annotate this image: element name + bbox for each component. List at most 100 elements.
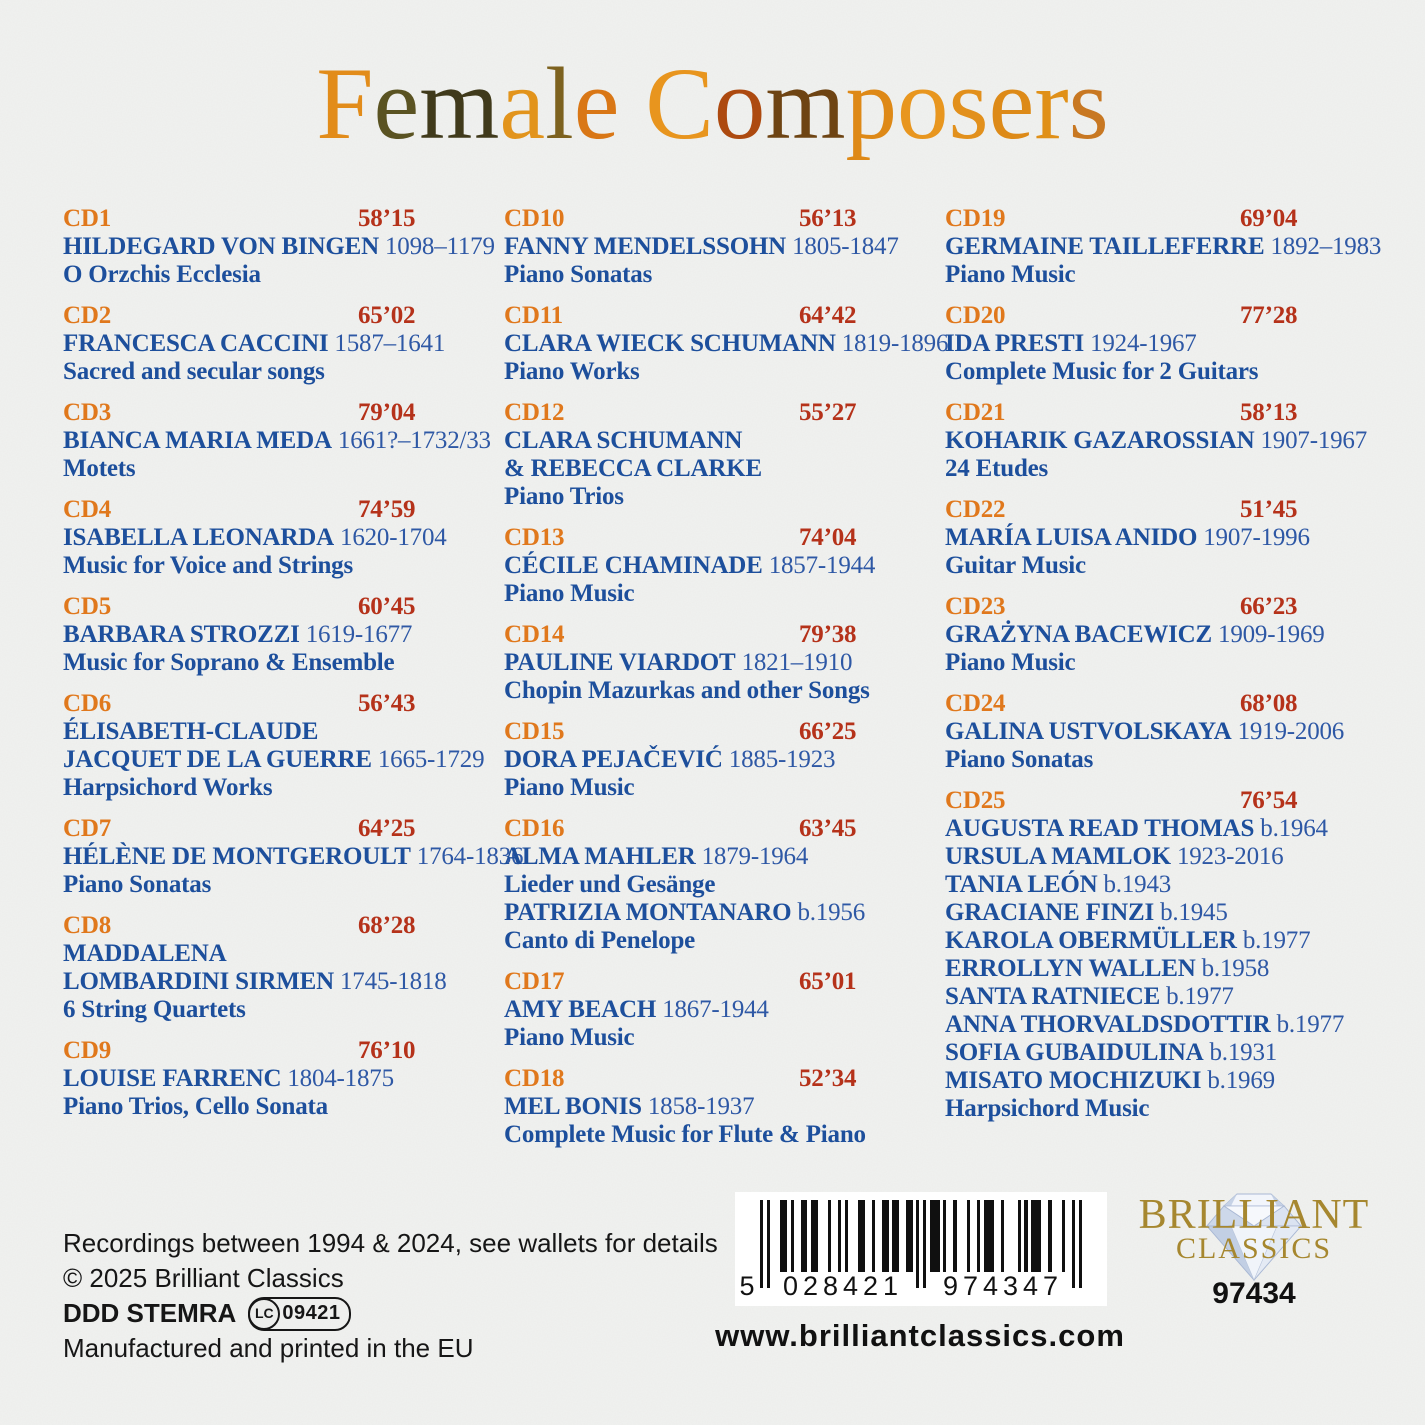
composer-line: URSULA MAMLOK 1923-2016 xyxy=(945,843,1369,871)
composer-dates: 1587–1641 xyxy=(328,330,446,357)
barcode-module xyxy=(800,1200,805,1272)
composer-dates: 1804-1875 xyxy=(281,1065,394,1092)
composer-name: MADDALENA xyxy=(63,940,227,967)
composer-line: AUGUSTA READ THOMAS b.1964 xyxy=(945,815,1369,843)
barcode-module xyxy=(895,1200,900,1272)
composer-name: SOFIA GUBAIDULINA xyxy=(945,1039,1204,1066)
work-title: Piano Music xyxy=(504,1024,635,1051)
composer-name: AMY BEACH xyxy=(504,996,657,1023)
composer-line: FRANCESCA CACCINI 1587–1641 xyxy=(63,330,487,358)
composer-name: HÉLÈNE DE MONTGEROULT xyxy=(63,843,411,870)
cd-number: CD23 xyxy=(945,593,1006,620)
title-letter xyxy=(619,47,645,161)
cd-duration: 60’45 xyxy=(358,593,416,620)
barcode: 5 028421 974347 xyxy=(735,1192,1107,1306)
barcode-module xyxy=(1031,1200,1035,1272)
composer-dates: 1879-1964 xyxy=(695,843,809,870)
composer-line: AMY BEACH 1867-1944 xyxy=(504,996,928,1024)
copyright-note: © 2025 Brilliant Classics xyxy=(63,1263,344,1293)
work-title: Music for Soprano & Ensemble xyxy=(63,649,395,676)
cd-duration: 74’59 xyxy=(358,496,416,523)
composer-name: BARBARA STROZZI xyxy=(63,621,300,648)
work-title: Harpsichord Music xyxy=(945,1095,1150,1122)
work-title: Lieder und Gesänge xyxy=(504,871,716,898)
composer-line: MISATO MOCHIZUKI b.1969 xyxy=(945,1067,1369,1095)
barcode-module xyxy=(1078,1200,1083,1288)
cd-number: CD20 xyxy=(945,302,1006,329)
composer-dates: 1885-1923 xyxy=(722,746,836,773)
cd-entry: CD6 56’43 ÉLISABETH-CLAUDE JACQUET DE LA GU… xyxy=(63,690,487,802)
composer-name: LOMBARDINI SIRMEN xyxy=(63,968,334,995)
label-code-number: 09421 xyxy=(282,1302,341,1324)
cd-entry-header: CD4 74’59 xyxy=(63,496,487,524)
cd-number: CD6 xyxy=(63,690,112,717)
composer-line: CÉCILE CHAMINADE 1857-1944 xyxy=(504,552,928,580)
cd-entry-header: CD7 64’25 xyxy=(63,815,487,843)
composer-name: LOUISE FARRENC xyxy=(63,1065,282,1092)
cd-number: CD8 xyxy=(63,912,112,939)
cd-entry: CD25 76’54 AUGUSTA READ THOMAS b.1964 URSUL… xyxy=(945,787,1369,1123)
cd-duration: 66’23 xyxy=(1240,593,1298,620)
composer-dates: b.1958 xyxy=(1195,955,1270,982)
title-letter: C xyxy=(645,47,714,161)
cd-entry: CD20 77’28 IDA PRESTI 1924-1967 Complete Mu… xyxy=(945,302,1369,386)
composer-line: PATRIZIA MONTANARO b.1956 xyxy=(504,899,928,927)
composer-name: URSULA MAMLOK xyxy=(945,843,1171,870)
cd-duration: 69’04 xyxy=(1240,205,1298,232)
cd-entry: CD4 74’59 ISABELLA LEONARDA 1620-1704 Music… xyxy=(63,496,487,580)
cd-entry: CD2 65’02 FRANCESCA CACCINI 1587–1641 Sacre… xyxy=(63,302,487,386)
cd-entry: CD1 58’15 HILDEGARD VON BINGEN 1098–1179 O … xyxy=(63,205,495,289)
composer-dates: 1619-1677 xyxy=(299,621,413,648)
composer-dates: 1819-1896 xyxy=(835,330,949,357)
composer-dates: b.1977 xyxy=(1160,983,1234,1010)
barcode-module xyxy=(780,1200,784,1272)
composer-dates: b.1977 xyxy=(1270,1011,1345,1038)
composer-name: ALMA MAHLER xyxy=(504,843,696,870)
ddd-stemra-label: DDD STEMRA xyxy=(63,1298,237,1328)
barcode-bars xyxy=(760,1200,1083,1288)
composer-line: MARÍA LUISA ANIDO 1907-1996 xyxy=(945,524,1369,552)
cd-duration: 68’28 xyxy=(358,912,416,939)
composer-name: GRACIANE FINZI xyxy=(945,899,1155,926)
title-letter: e xyxy=(988,47,1035,161)
cd-entry-header: CD18 52’34 xyxy=(504,1065,928,1093)
composer-line: FANNY MENDELSSOHN 1805-1847 xyxy=(504,233,928,261)
cd-duration: 56’43 xyxy=(358,690,416,717)
composer-dates: 1661?–1732/33 xyxy=(331,427,491,454)
title-letter: o xyxy=(897,47,949,161)
composer-dates: 1858-1937 xyxy=(641,1093,755,1120)
composer-dates: 1923-2016 xyxy=(1170,843,1284,870)
composer-dates: 1907-1967 xyxy=(1254,427,1368,454)
cd-number: CD21 xyxy=(945,399,1006,426)
composer-dates: b.1943 xyxy=(1097,871,1172,898)
cd-entry: CD10 56’13 FANNY MENDELSSOHN 1805-1847 Pian… xyxy=(504,205,928,289)
composer-dates: 1907-1996 xyxy=(1197,524,1310,551)
cd-entry: CD13 74’04 CÉCILE CHAMINADE 1857-1944 Piano… xyxy=(504,524,928,608)
cd-duration: 55’27 xyxy=(799,399,857,426)
work-title: Chopin Mazurkas and other Songs xyxy=(504,677,870,704)
composer-name: ÉLISABETH-CLAUDE xyxy=(63,718,319,745)
logo-word-classics: CLASSICS xyxy=(1175,1232,1333,1266)
work-title: Sacred and secular songs xyxy=(63,358,325,385)
cd-entry: CD19 69’04 GERMAINE TAILLEFERRE 1892–1983 P… xyxy=(945,205,1381,289)
composer-dates: 1805-1847 xyxy=(786,233,899,260)
barcode-module xyxy=(983,1200,988,1272)
composer-name: SANTA RATNIECE xyxy=(945,983,1161,1010)
barcode-digit-first: 5 xyxy=(739,1271,755,1301)
composer-dates: b.1931 xyxy=(1203,1039,1278,1066)
barcode-module xyxy=(844,1200,849,1272)
composer-dates: 1745-1818 xyxy=(333,968,447,995)
composer-line: LOMBARDINI SIRMEN 1745-1818 xyxy=(63,968,487,996)
barcode-module xyxy=(922,1200,927,1288)
barcode-module xyxy=(929,1200,933,1272)
cd-entry-header: CD15 66’25 xyxy=(504,718,928,746)
composer-name: ERROLLYN WALLEN xyxy=(945,955,1196,982)
composer-name: GERMAINE TAILLEFERRE xyxy=(945,233,1265,260)
cd-entry-header: CD25 76’54 xyxy=(945,787,1369,815)
composer-dates: 1764-1836 xyxy=(410,843,524,870)
barcode-module xyxy=(814,1200,818,1272)
composer-name: & REBECCA CLARKE xyxy=(504,455,762,482)
cd-number: CD9 xyxy=(63,1037,112,1064)
barcode-module xyxy=(861,1200,866,1272)
